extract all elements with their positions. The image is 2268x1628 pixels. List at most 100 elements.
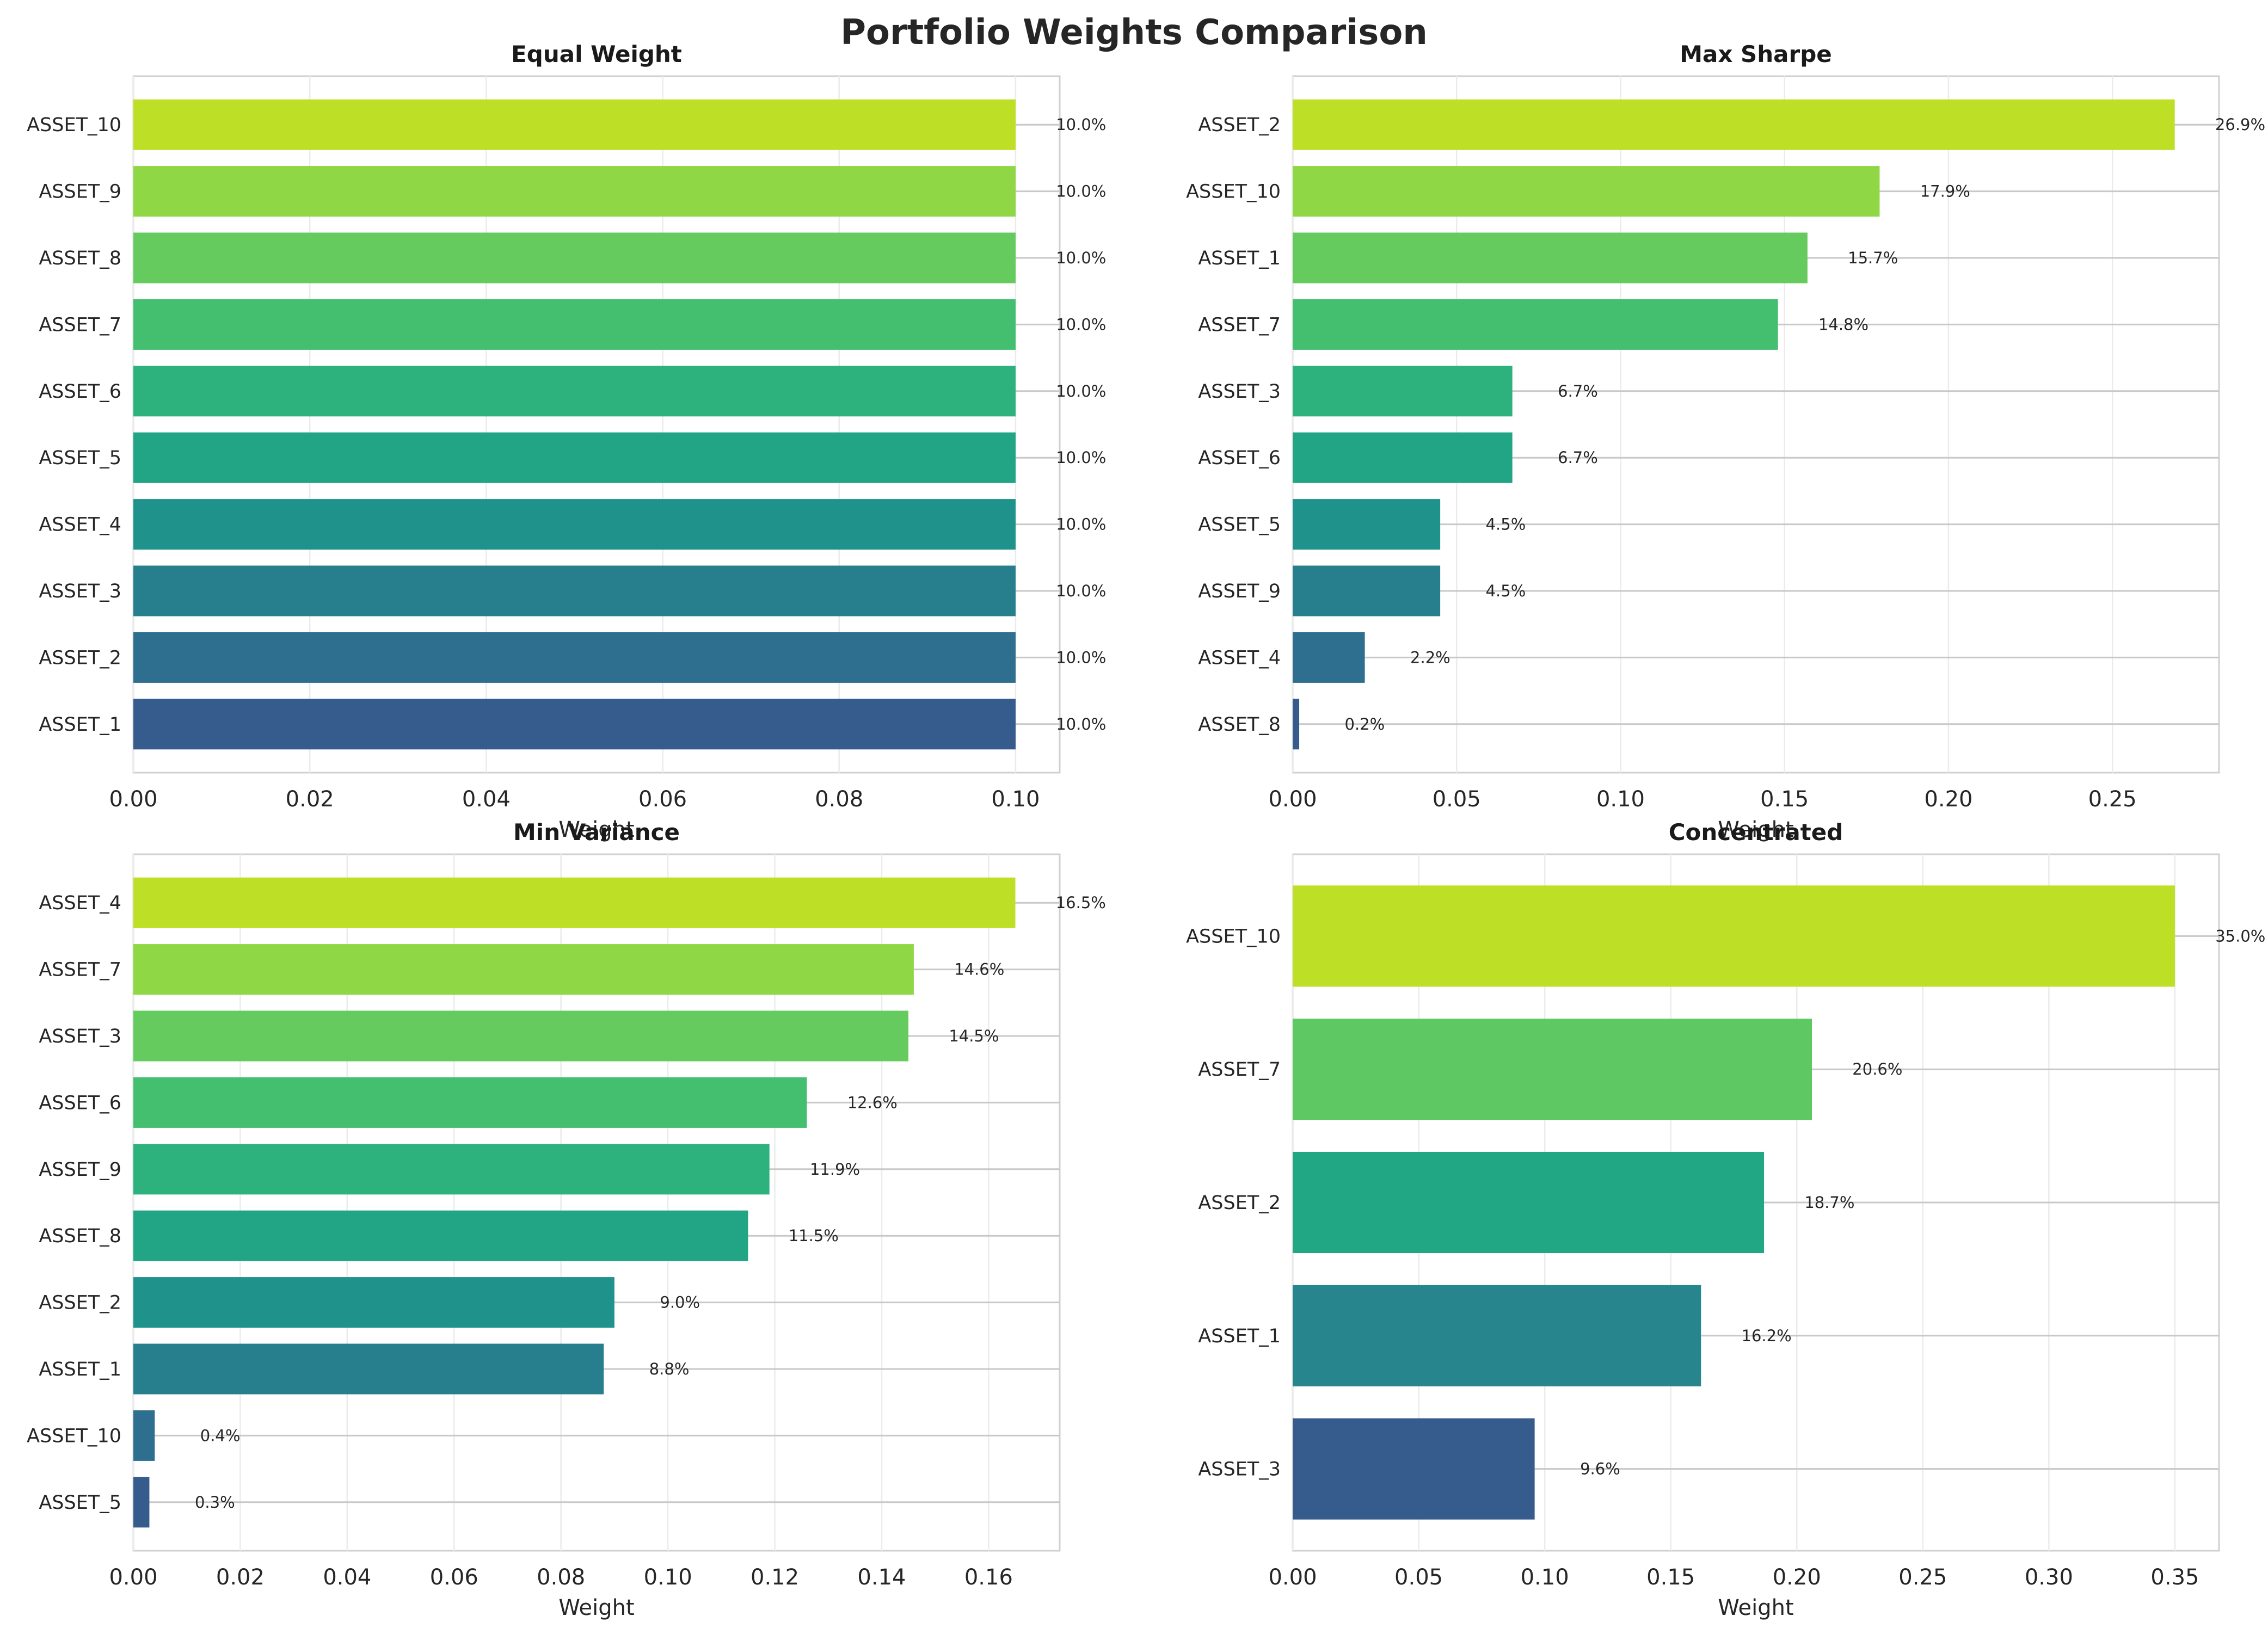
bar-asset-10 — [133, 1410, 155, 1461]
x-tick-label: 0.25 — [1898, 1565, 1947, 1590]
bar-value-label: 26.9% — [2215, 115, 2265, 134]
x-axis-label: Weight — [1718, 817, 1793, 842]
panel-title: Concentrated — [1669, 819, 1843, 846]
x-tick-label: 0.15 — [1760, 787, 1809, 812]
bar-value-label: 14.8% — [1818, 315, 1869, 334]
bar-value-label: 35.0% — [2215, 927, 2265, 945]
bar-value-label: 6.7% — [1558, 382, 1598, 400]
bar-value-label: 10.0% — [1056, 715, 1106, 733]
x-axis-label: Weight — [558, 1595, 634, 1620]
y-tick-label: ASSET_7 — [39, 314, 121, 336]
y-tick-label: ASSET_2 — [1198, 1192, 1281, 1214]
bar-value-label: 15.7% — [1848, 249, 1898, 267]
bar-value-label: 16.2% — [1742, 1327, 1792, 1345]
panel-equal-weight: 0.00 0.02 0.04 0.06 0.08 0.10 ASSET_10 10.0% ASS… — [27, 41, 1106, 842]
x-tick-label: 0.10 — [1521, 1565, 1569, 1590]
x-tick-label: 0.00 — [1268, 1565, 1317, 1590]
bar-value-label: 8.8% — [649, 1360, 690, 1378]
plot-area: 0.00 0.02 0.04 0.06 0.08 0.10 ASSET_10 10.0% ASS… — [27, 41, 1106, 842]
bar-value-label: 10.0% — [1056, 382, 1106, 400]
bar-asset-6 — [133, 1077, 807, 1128]
x-tick-label: 0.14 — [857, 1565, 906, 1590]
x-tick-label: 0.10 — [644, 1565, 692, 1590]
x-tick-label: 0.08 — [815, 787, 863, 812]
x-tick-label: 0.04 — [462, 787, 511, 812]
x-axis-label: Weight — [1718, 1595, 1793, 1620]
x-axis-label: Weight — [558, 817, 634, 842]
bar-value-label: 0.2% — [1345, 715, 1385, 733]
bar-value-label: 4.5% — [1486, 582, 1526, 600]
bar-asset-7 — [1293, 299, 1778, 350]
bar-asset-6 — [133, 366, 1016, 417]
x-tick-label: 0.08 — [537, 1565, 585, 1590]
panel-concentrated: 0.00 0.05 0.10 0.15 0.20 0.25 0.30 0.35 ASSET_10… — [1186, 819, 2265, 1620]
x-tick-label: 0.06 — [430, 1565, 478, 1590]
bar-value-label: 14.5% — [949, 1027, 999, 1045]
y-tick-label: ASSET_10 — [1186, 181, 1281, 203]
bar-value-label: 10.0% — [1056, 582, 1106, 600]
x-tick-label: 0.05 — [1394, 1565, 1443, 1590]
y-tick-label: ASSET_1 — [1198, 248, 1281, 269]
bar-asset-2 — [1293, 99, 2175, 150]
y-tick-label: ASSET_5 — [39, 1492, 121, 1514]
x-tick-label: 0.00 — [109, 1565, 157, 1590]
y-tick-label: ASSET_8 — [39, 1225, 121, 1247]
y-tick-label: ASSET_10 — [27, 114, 121, 136]
bar-value-label: 10.0% — [1056, 182, 1106, 201]
x-tick-label: 0.35 — [2150, 1565, 2199, 1590]
bar-value-label: 10.0% — [1056, 448, 1106, 467]
bar-asset-1 — [133, 699, 1016, 750]
bar-value-label: 16.5% — [1056, 893, 1106, 912]
y-tick-label: ASSET_3 — [1198, 381, 1281, 403]
y-tick-label: ASSET_8 — [1198, 714, 1281, 736]
bar-asset-8 — [1293, 699, 1300, 750]
bar-value-label: 11.5% — [789, 1226, 839, 1245]
bar-asset-9 — [133, 1144, 770, 1195]
bar-value-label: 12.6% — [847, 1093, 898, 1112]
bar-asset-9 — [133, 166, 1016, 217]
x-tick-label: 0.10 — [1596, 787, 1645, 812]
bar-asset-3 — [133, 565, 1016, 616]
y-tick-label: ASSET_10 — [27, 1425, 121, 1447]
bar-asset-3 — [133, 1010, 909, 1062]
x-tick-label: 0.10 — [991, 787, 1040, 812]
x-tick-label: 0.20 — [1924, 787, 1972, 812]
bar-value-label: 9.0% — [660, 1293, 700, 1312]
y-tick-label: ASSET_3 — [39, 581, 121, 602]
bar-asset-2 — [133, 632, 1016, 683]
bar-asset-10 — [1293, 166, 1880, 217]
y-tick-label: ASSET_4 — [39, 892, 121, 914]
bar-value-label: 10.0% — [1056, 515, 1106, 534]
x-tick-label: 0.15 — [1646, 1565, 1695, 1590]
plot-area: 0.00 0.02 0.04 0.06 0.08 0.10 0.12 0.14 0.16 ASSE… — [27, 819, 1106, 1620]
bar-value-label: 9.6% — [1580, 1460, 1620, 1478]
bar-asset-8 — [133, 1210, 748, 1261]
y-tick-label: ASSET_8 — [39, 248, 121, 269]
bar-value-label: 0.4% — [200, 1426, 241, 1445]
y-tick-label: ASSET_7 — [39, 959, 121, 981]
x-tick-label: 0.00 — [109, 787, 157, 812]
y-tick-label: ASSET_6 — [1198, 447, 1281, 469]
y-tick-label: ASSET_4 — [1198, 647, 1281, 669]
bar-value-label: 2.2% — [1410, 648, 1450, 667]
bar-asset-5 — [133, 432, 1016, 483]
panel-title: Equal Weight — [511, 41, 682, 67]
x-tick-label: 0.02 — [216, 1565, 265, 1590]
y-tick-label: ASSET_9 — [1198, 581, 1281, 602]
bar-value-label: 4.5% — [1486, 515, 1526, 534]
y-tick-label: ASSET_1 — [39, 1359, 121, 1380]
bar-value-label: 6.7% — [1558, 448, 1598, 467]
bar-asset-8 — [133, 232, 1016, 283]
panel-title: Max Sharpe — [1680, 41, 1832, 67]
panel-title: Min Variance — [513, 819, 680, 846]
y-tick-label: ASSET_6 — [39, 381, 121, 403]
bar-asset-1 — [1293, 1285, 1701, 1386]
bar-asset-5 — [133, 1477, 150, 1528]
bar-value-label: 0.3% — [195, 1493, 235, 1512]
panel-min-variance: 0.00 0.02 0.04 0.06 0.08 0.10 0.12 0.14 0.16 ASSE… — [27, 819, 1106, 1620]
x-tick-label: 0.30 — [2025, 1565, 2073, 1590]
y-tick-label: ASSET_7 — [1198, 1059, 1281, 1081]
y-tick-label: ASSET_6 — [39, 1092, 121, 1114]
x-tick-label: 0.00 — [1268, 787, 1317, 812]
bar-asset-5 — [1293, 499, 1441, 550]
